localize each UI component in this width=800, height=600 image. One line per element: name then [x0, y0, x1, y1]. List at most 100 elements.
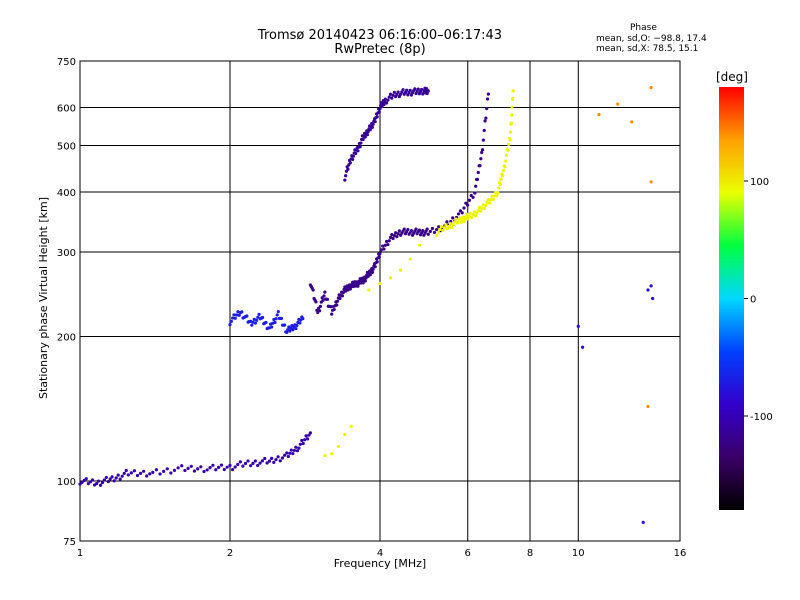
- data-point: [295, 449, 299, 453]
- data-point: [294, 326, 298, 331]
- data-point: [142, 469, 146, 473]
- data-point: [474, 214, 478, 218]
- data-point: [597, 112, 601, 117]
- data-point: [176, 466, 180, 470]
- data-point: [460, 211, 464, 215]
- data-point: [447, 224, 451, 229]
- data-point: [138, 471, 143, 475]
- data-point: [273, 320, 277, 325]
- data-point: [330, 312, 334, 316]
- data-point: [414, 227, 418, 231]
- data-point: [508, 130, 513, 134]
- data-point: [189, 464, 193, 468]
- data-point: [425, 227, 429, 231]
- data-point: [229, 319, 233, 323]
- data-point: [288, 451, 292, 455]
- data-point: [426, 89, 430, 93]
- data-point: [356, 284, 360, 288]
- data-point: [480, 148, 485, 152]
- data-point: [492, 194, 496, 198]
- data-point: [417, 243, 422, 247]
- data-point: [428, 229, 432, 233]
- data-point: [280, 456, 285, 460]
- data-point: [476, 209, 480, 213]
- x-tick-label: 10: [572, 548, 585, 559]
- data-point: [435, 227, 439, 232]
- data-point: [646, 404, 650, 409]
- data-point: [383, 243, 387, 247]
- data-point: [504, 153, 509, 157]
- data-point: [511, 96, 515, 100]
- data-point: [238, 460, 242, 464]
- data-point: [377, 110, 381, 114]
- data-point: [246, 459, 250, 463]
- data-point: [649, 86, 653, 90]
- data-point: [392, 90, 396, 94]
- data-point: [498, 182, 502, 187]
- data-point: [462, 219, 466, 224]
- data-point: [510, 105, 514, 109]
- data-point: [298, 442, 302, 446]
- data-point: [476, 170, 480, 175]
- data-point: [216, 465, 221, 469]
- data-point: [236, 310, 240, 314]
- data-point: [385, 101, 389, 105]
- data-point: [455, 221, 460, 225]
- data-point: [436, 230, 440, 235]
- data-point: [445, 227, 449, 231]
- data-point: [183, 468, 187, 473]
- grid: [80, 61, 680, 541]
- data-point: [496, 191, 500, 195]
- x-tick-label: 4: [377, 548, 383, 559]
- data-point: [393, 231, 398, 235]
- data-point: [205, 468, 209, 472]
- data-point: [260, 315, 265, 320]
- data-point: [475, 177, 480, 181]
- data-point: [80, 480, 84, 484]
- data-point: [104, 475, 108, 480]
- data-point: [487, 201, 492, 205]
- data-point: [388, 92, 393, 96]
- chart-title: Tromsø 20140423 06:16:00–06:17:43: [257, 28, 503, 43]
- data-point: [132, 469, 137, 473]
- x-axis-label: Frequency [MHz]: [334, 557, 426, 570]
- data-point: [348, 161, 352, 165]
- data-point: [251, 461, 255, 465]
- data-point: [253, 321, 258, 325]
- data-point: [387, 95, 391, 99]
- data-point: [158, 472, 162, 476]
- data-point: [630, 120, 634, 124]
- colorbar-ticks: 100 0 -100: [744, 177, 773, 423]
- data-point: [285, 330, 289, 335]
- data-point: [116, 473, 120, 477]
- data-point: [192, 469, 197, 473]
- data-point: [491, 197, 495, 202]
- data-point: [367, 288, 371, 292]
- data-point: [199, 465, 203, 469]
- data-point: [651, 296, 655, 301]
- data-point: [278, 459, 282, 463]
- data-point: [454, 217, 458, 221]
- data-point: [467, 214, 471, 218]
- data-point: [86, 482, 90, 486]
- data-point: [82, 478, 86, 483]
- data-point: [509, 121, 513, 125]
- data-point: [211, 463, 215, 467]
- data-point: [233, 316, 237, 320]
- data-point: [354, 284, 358, 288]
- data-point: [504, 159, 508, 163]
- data-point: [270, 456, 274, 460]
- data-point: [466, 203, 470, 207]
- data-point: [444, 223, 448, 227]
- data-point: [196, 467, 200, 471]
- data-point: [295, 323, 299, 328]
- data-point: [349, 424, 353, 428]
- data-point: [323, 453, 327, 458]
- data-point: [363, 135, 367, 139]
- data-point: [388, 276, 393, 280]
- data-point: [576, 324, 580, 328]
- data-point: [479, 209, 483, 213]
- data-point: [317, 309, 322, 313]
- data-point: [232, 313, 236, 317]
- y-tick-label: 400: [57, 188, 76, 199]
